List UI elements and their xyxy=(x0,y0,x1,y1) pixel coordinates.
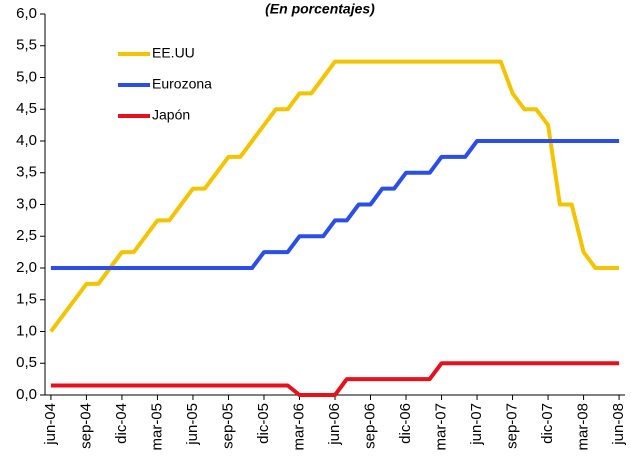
x-tick-label: jun-05 xyxy=(184,403,201,446)
legend-label: Eurozona xyxy=(152,76,212,92)
y-tick-label: 3,5 xyxy=(16,164,37,181)
x-tick-label: sep-07 xyxy=(504,403,521,449)
x-tick-label: mar-06 xyxy=(290,403,307,451)
x-tick-label: dic-05 xyxy=(255,403,272,444)
x-tick-label: dic-06 xyxy=(397,403,414,444)
x-tick-label: mar-08 xyxy=(575,403,592,451)
x-tick-label: jun-06 xyxy=(326,403,343,446)
x-tick-label: dic-07 xyxy=(539,403,556,444)
x-tick-label: mar-07 xyxy=(432,403,449,451)
x-tick-label: jun-07 xyxy=(468,403,485,446)
chart-subtitle: (En porcentajes) xyxy=(265,1,375,17)
series-line xyxy=(50,361,620,397)
y-tick-label: 4,0 xyxy=(16,132,37,149)
x-tick-label: dic-04 xyxy=(113,403,130,444)
y-tick-label: 6,0 xyxy=(16,5,37,22)
x-tick-label: sep-06 xyxy=(361,403,378,449)
y-tick-label: 2,0 xyxy=(16,259,37,276)
y-tick-label: 0,5 xyxy=(16,354,37,371)
legend-label: Japón xyxy=(152,107,190,123)
y-tick-label: 1,0 xyxy=(16,322,37,339)
x-tick-label: mar-05 xyxy=(148,403,165,451)
y-tick-label: 4,5 xyxy=(16,100,37,117)
y-tick-label: 0,0 xyxy=(16,386,37,403)
series-line xyxy=(50,139,620,270)
series-line xyxy=(49,59,620,333)
x-tick-label: jun-04 xyxy=(42,403,59,446)
y-tick-label: 2,5 xyxy=(16,227,37,244)
x-tick-label: sep-04 xyxy=(77,403,94,449)
x-tick-label: sep-05 xyxy=(219,403,236,449)
y-tick-label: 5,0 xyxy=(16,68,37,85)
y-tick-label: 1,5 xyxy=(16,291,37,308)
x-tick-label: jun-08 xyxy=(610,403,627,446)
y-tick-label: 3,0 xyxy=(16,195,37,212)
y-tick-label: 5,5 xyxy=(16,37,37,54)
legend-label: EE.UU xyxy=(152,45,195,61)
